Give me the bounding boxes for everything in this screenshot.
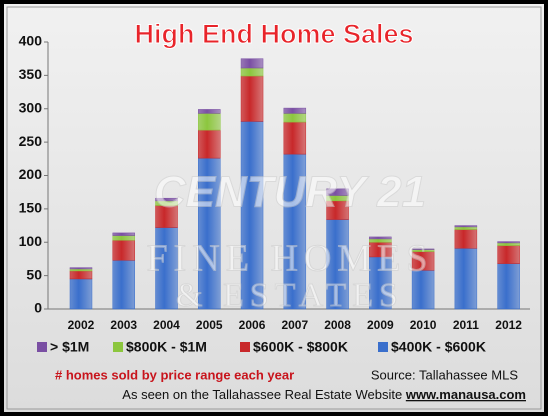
bar-segment [69,270,93,280]
bar-segment [240,58,264,69]
bar-segment [240,75,264,122]
watermark-text: CENTURY 21 [154,168,426,217]
bar-segment [69,268,93,272]
bar-segment [198,129,221,159]
bar-segment [454,226,478,230]
x-tick-label: 2009 [367,318,394,332]
x-tick-label: 2011 [453,318,479,332]
y-tick-label: 400 [19,33,43,49]
credit: As seen on the Tallahassee Real Estate W… [122,387,526,402]
bar-segment [112,232,135,236]
inner-frame [6,6,542,410]
bar-segment [69,278,93,310]
bar-segment [155,197,178,202]
bar-segment [497,245,520,264]
legend-label: $400K - $600K [391,339,486,355]
bar-segment [283,113,307,123]
legend-label: > $1M [50,339,89,355]
legend-label: $600K - $800K [253,339,348,355]
y-tick-label: 300 [19,99,43,115]
bar-segment [326,188,349,196]
url[interactable]: www.manausa.com [405,387,526,402]
y-tick-label: 150 [19,200,43,216]
x-tick-label: 2002 [68,318,95,332]
bar-segment [454,248,478,310]
bar-segment [112,235,135,241]
watermark-text: FINE HOMES [147,238,434,280]
legend-swatch [37,342,47,352]
y-tick-label: 200 [19,166,43,182]
bar-segment [497,242,520,246]
bar-segment [454,229,478,249]
bar-segment [497,241,520,244]
bar-segment [454,225,478,228]
chart-title: High End Home Sales [134,19,413,49]
legend-swatch [113,342,123,352]
watermark-text: & ESTATES [176,277,404,314]
legend-swatch [378,342,388,352]
source: Source: Tallahassee MLS [371,367,519,382]
bar-segment [411,248,435,250]
bar-segment [240,67,264,77]
bar-segment [198,109,221,114]
y-tick-label: 350 [19,66,43,82]
bar-segment [112,239,135,261]
bar-segment [283,121,307,155]
y-tick-label: 250 [19,133,43,149]
bar-segment [198,113,221,131]
legend-label: $800K - $1M [126,339,207,355]
y-tick-label: 0 [34,300,42,316]
watermark: CENTURY 21 FINE HOMES & ESTATES [146,167,434,314]
x-tick-label: 2008 [324,318,351,332]
bar-segment [112,260,135,310]
x-tick-label: 2012 [495,318,522,332]
legend-swatch [240,342,250,352]
bar-segment [497,263,520,310]
bar-segment [369,236,392,240]
bar-segment [69,267,93,270]
x-tick-label: 2003 [110,318,137,332]
x-tick-label: 2007 [281,318,308,332]
x-tick-label: 2006 [239,318,266,332]
x-tick-label: 2004 [153,318,180,332]
y-tick-label: 100 [19,233,43,249]
y-tick-label: 50 [26,266,42,282]
credit-text: As seen on the Tallahassee Real Estate W… [122,387,402,402]
x-tick-label: 2005 [196,318,223,332]
bar-segment [283,107,307,114]
x-tick-label: 2010 [410,318,437,332]
caption: # homes sold by price range each year [55,367,294,382]
